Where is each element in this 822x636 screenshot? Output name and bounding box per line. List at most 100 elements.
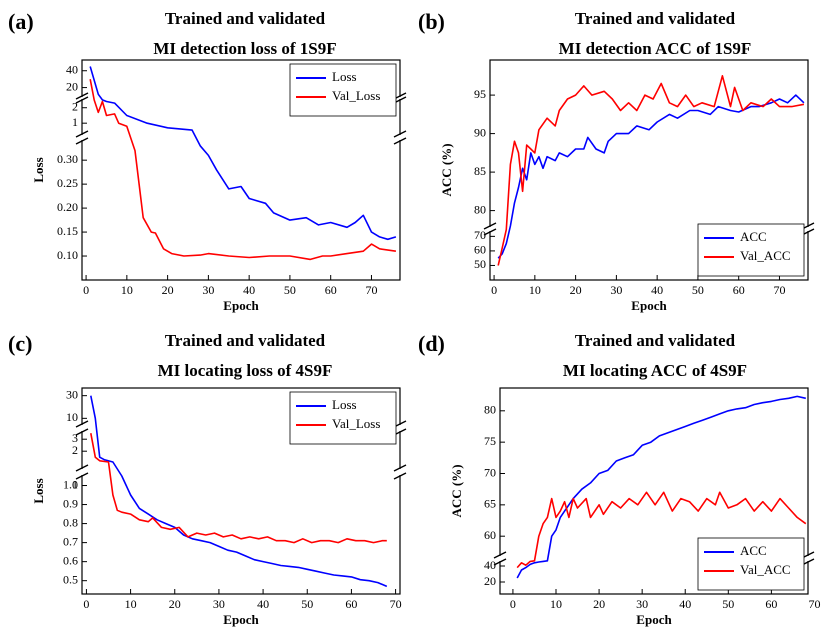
chart-title: Trained and validated (575, 9, 736, 28)
legend-label: Val_ACC (740, 562, 791, 577)
axis-break-gap (397, 97, 403, 99)
series-line (497, 75, 805, 266)
plot-frame (489, 59, 809, 281)
chart-title: MI locating loss of 4S9F (158, 361, 333, 380)
chart-title: MI detection loss of 1S9F (153, 39, 336, 58)
plot-frame (81, 59, 401, 281)
panel-label: (b) (418, 9, 445, 34)
x-tick-label: 30 (636, 597, 648, 611)
axis-break-mark (393, 137, 407, 145)
axis-break-mark (483, 222, 497, 230)
axis-break-gap (497, 556, 503, 561)
axis-break-gap (805, 556, 811, 561)
legend-label: ACC (740, 543, 767, 558)
series-line (516, 395, 806, 579)
x-tick-label: 10 (529, 283, 541, 297)
axis-break-gap (79, 469, 85, 475)
axis-break-mark (75, 472, 89, 480)
axis-break-mark (493, 558, 507, 566)
y-tick-label: 65 (484, 497, 496, 511)
y-tick-label: 20 (484, 574, 496, 588)
y-tick-label: 85 (474, 164, 486, 178)
y-tick-label: 0.6 (63, 553, 78, 567)
x-tick-label: 60 (345, 597, 357, 611)
legend-box (697, 223, 805, 277)
axis-break-gap (79, 425, 85, 431)
x-axis-label: Epoch (636, 612, 672, 627)
x-tick-label: 40 (257, 597, 269, 611)
x-tick-label: 30 (202, 283, 214, 297)
axis-break-mark (75, 420, 89, 428)
x-tick-label: 50 (722, 597, 734, 611)
y-tick-label: 2 (72, 443, 78, 457)
legend-label: Val_ACC (740, 248, 791, 263)
y-tick-label: 0.20 (57, 200, 78, 214)
axis-break-gap (79, 135, 85, 140)
y-axis-label: ACC (%) (439, 143, 454, 196)
x-tick-label: 0 (510, 597, 516, 611)
y-tick-label: 50 (474, 257, 486, 271)
legend-box (289, 63, 397, 117)
x-tick-label: 0 (83, 283, 89, 297)
y-tick-label: 10 (66, 410, 78, 424)
chart-title: Trained and validated (165, 9, 326, 28)
axis-break-mark (75, 92, 89, 100)
legend-label: ACC (740, 229, 767, 244)
x-tick-label: 60 (733, 283, 745, 297)
y-axis-label: Loss (31, 157, 46, 182)
chart-title: Trained and validated (165, 331, 326, 350)
y-tick-label: 70 (474, 228, 486, 242)
axis-break-mark (75, 96, 89, 104)
y-tick-label: 0.5 (63, 572, 78, 586)
axis-break-mark (75, 130, 89, 138)
y-axis-label: Loss (31, 478, 46, 503)
x-tick-label: 30 (610, 283, 622, 297)
series-line (497, 94, 805, 259)
legend-label: Val_Loss (332, 416, 380, 431)
chart-title: MI locating ACC of 4S9F (563, 361, 747, 380)
y-tick-label: 3 (72, 431, 78, 445)
x-tick-label: 70 (390, 597, 402, 611)
y-tick-label: 95 (474, 87, 486, 101)
x-axis-label: Epoch (223, 298, 259, 313)
axis-break-gap (79, 97, 85, 99)
y-tick-label: 60 (474, 243, 486, 257)
x-tick-label: 10 (121, 283, 133, 297)
y-tick-label: 40 (66, 62, 78, 76)
x-tick-label: 60 (765, 597, 777, 611)
y-tick-label: 30 (66, 387, 78, 401)
x-tick-label: 10 (125, 597, 137, 611)
x-tick-label: 40 (243, 283, 255, 297)
legend-box (289, 391, 397, 445)
x-axis-label: Epoch (223, 612, 259, 627)
y-tick-label: 2 (72, 99, 78, 113)
x-tick-label: 70 (808, 597, 820, 611)
y-tick-label: 0.8 (63, 515, 78, 529)
axis-break-mark (393, 130, 407, 138)
legend-label: Val_Loss (332, 88, 380, 103)
x-tick-label: 20 (169, 597, 181, 611)
x-tick-label: 70 (773, 283, 785, 297)
y-tick-label: 40 (484, 558, 496, 572)
legend-label: Loss (332, 397, 357, 412)
x-tick-label: 40 (651, 283, 663, 297)
x-tick-label: 50 (301, 597, 313, 611)
axis-break-gap (805, 227, 811, 231)
x-tick-label: 70 (365, 283, 377, 297)
y-tick-label: 20 (66, 79, 78, 93)
y-tick-label: 0.25 (57, 176, 78, 190)
y-tick-label: 90 (474, 125, 486, 139)
axis-break-mark (483, 228, 497, 236)
x-tick-label: 20 (593, 597, 605, 611)
series-line (90, 395, 388, 588)
y-tick-label: 80 (474, 202, 486, 216)
y-tick-label: 0.9 (63, 496, 78, 510)
x-tick-label: 20 (570, 283, 582, 297)
y-tick-label: 0.7 (63, 534, 78, 548)
panel-label: (c) (8, 331, 32, 356)
x-tick-label: 30 (213, 597, 225, 611)
axis-break-mark (75, 464, 89, 472)
axis-break-mark (493, 551, 507, 559)
y-tick-label: 0.10 (57, 248, 78, 262)
y-tick-label: 75 (484, 434, 496, 448)
